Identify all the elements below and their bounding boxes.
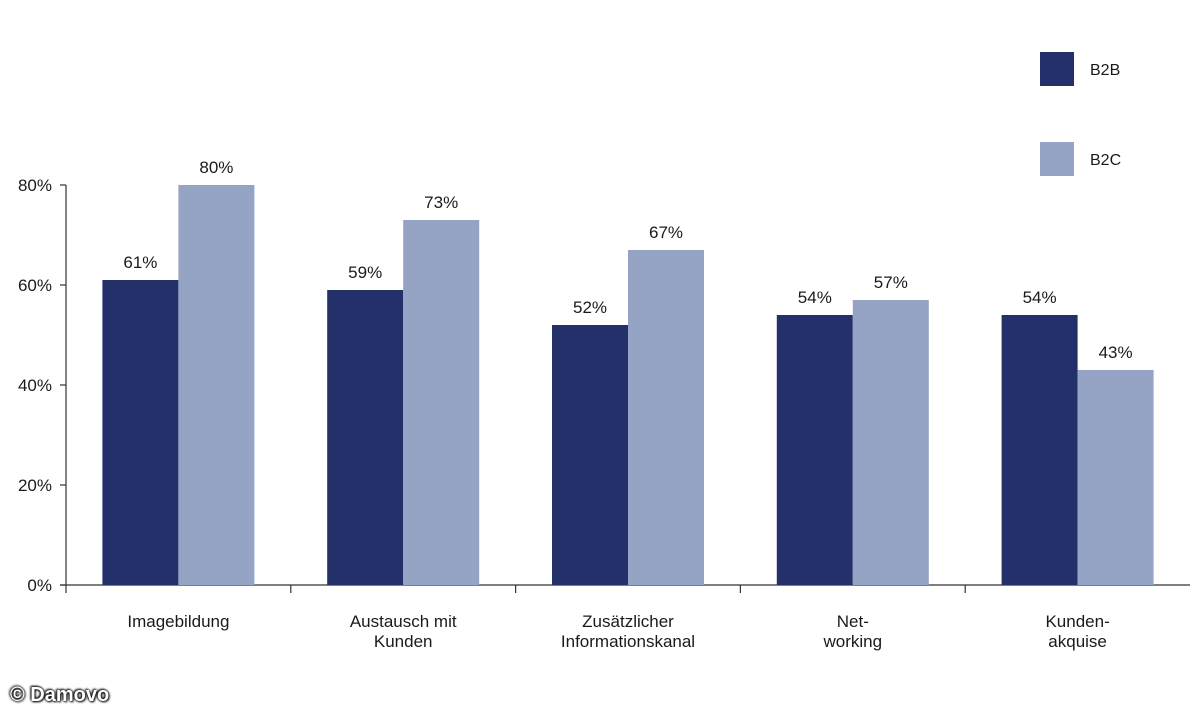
category-label: Austausch mit Kunden	[350, 612, 457, 651]
data-label: 80%	[199, 158, 233, 177]
data-label: 54%	[1023, 288, 1057, 307]
y-tick-label: 40%	[18, 376, 52, 395]
bar-b2b	[327, 290, 404, 585]
category-label-line: akquise	[1048, 632, 1107, 651]
y-tick-label: 20%	[18, 476, 52, 495]
category-label-line: Kunden	[374, 632, 433, 651]
data-label: 57%	[874, 273, 908, 292]
category-label: Zusätzlicher Informationskanal	[561, 612, 695, 651]
category-label-line: Austausch mit	[350, 612, 457, 631]
legend-swatch-b2c	[1040, 142, 1074, 176]
category-label-line: working	[823, 632, 883, 651]
data-label: 59%	[348, 263, 382, 282]
category-label-line: Informationskanal	[561, 632, 695, 651]
bar-b2b	[1001, 315, 1078, 585]
data-label: 73%	[424, 193, 458, 212]
copyright-notice: © Damovo	[10, 684, 110, 706]
legend: B2B B2C	[1040, 52, 1121, 176]
bar-b2c	[852, 300, 929, 585]
bar-b2c	[628, 250, 704, 585]
bar-b2c	[403, 220, 480, 585]
category-label-line: Kunden-	[1045, 612, 1109, 631]
data-label: 52%	[573, 298, 607, 317]
axes: 0%20%40%60%80%Imagebildung Austausch mit K…	[18, 176, 1190, 651]
y-tick-label: 60%	[18, 276, 52, 295]
data-label: 61%	[123, 253, 157, 272]
y-tick-label: 0%	[27, 576, 52, 595]
data-label: 54%	[798, 288, 832, 307]
bar-b2b	[102, 280, 179, 585]
legend-label: B2C	[1090, 152, 1121, 169]
bar-b2c	[178, 185, 255, 585]
category-label: Imagebildung	[127, 612, 229, 631]
data-label: 67%	[649, 223, 683, 242]
legend-swatch-b2b	[1040, 52, 1074, 86]
y-tick-label: 80%	[18, 176, 52, 195]
data-label: 43%	[1099, 343, 1133, 362]
category-label-line: Imagebildung	[127, 612, 229, 631]
category-label: Kunden-akquise	[1045, 612, 1109, 651]
bars: 61% 80% 59% 73% 52% 67% 54% 57% 54% 43%	[102, 158, 1154, 585]
category-label: Net-working	[823, 612, 883, 651]
bar-b2b	[776, 315, 853, 585]
category-label-line: Net-	[837, 612, 869, 631]
bar-b2b	[552, 325, 628, 585]
category-label-line: Zusätzlicher	[582, 612, 674, 631]
legend-label: B2B	[1090, 62, 1120, 79]
bar-b2c	[1077, 370, 1154, 585]
